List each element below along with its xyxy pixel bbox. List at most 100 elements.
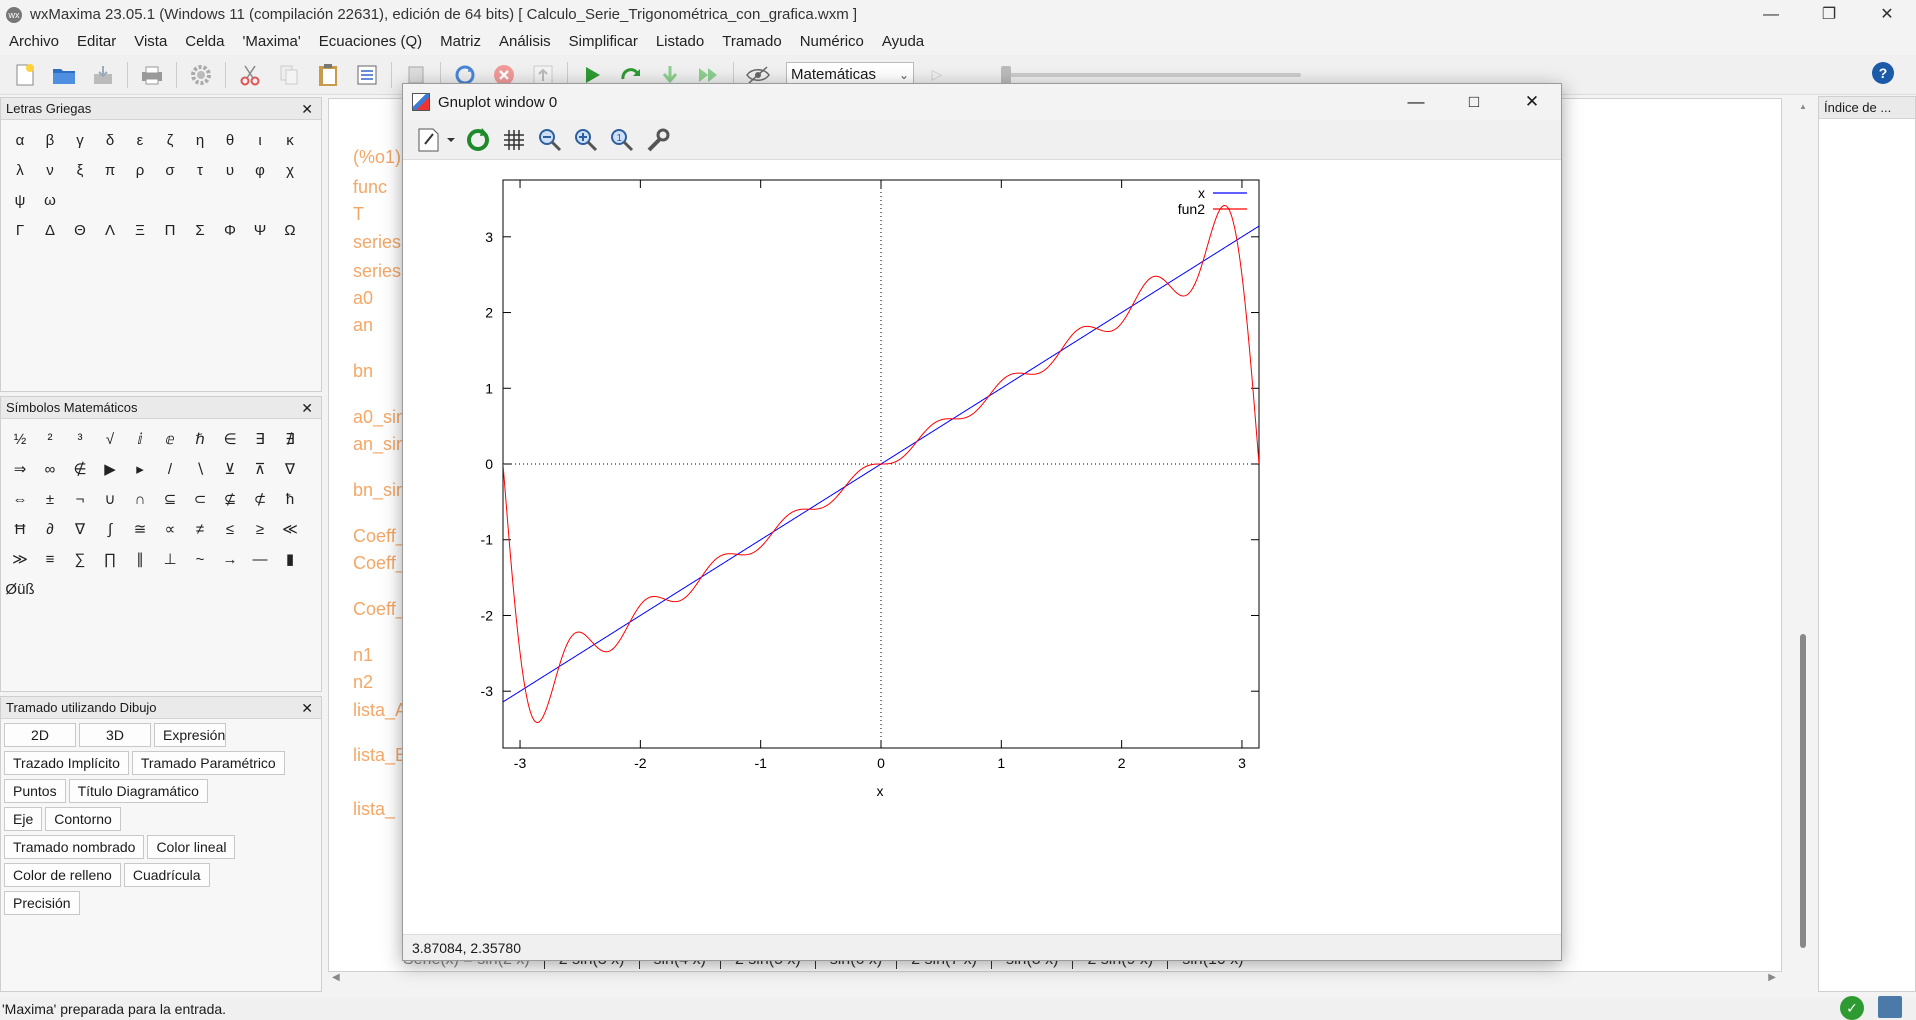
worksheet-line[interactable]: Coeff_ bbox=[353, 526, 406, 546]
greek-symbol-button[interactable]: Γ bbox=[15, 222, 25, 239]
greek-symbol-button[interactable]: ν bbox=[46, 162, 54, 179]
math-symbol-button[interactable]: ∪ bbox=[104, 491, 116, 508]
configure-wrench-icon[interactable] bbox=[643, 125, 673, 155]
math-symbol-button[interactable]: ½ bbox=[13, 431, 27, 448]
help-icon[interactable]: ? bbox=[1872, 62, 1894, 84]
slider-thumb[interactable] bbox=[1001, 65, 1011, 84]
greek-symbol-button[interactable]: ρ bbox=[135, 162, 145, 179]
math-symbol-button[interactable]: Øüß bbox=[5, 581, 35, 598]
greek-symbol-button[interactable]: λ bbox=[16, 162, 24, 179]
math-symbol-button[interactable]: ⊻ bbox=[224, 461, 236, 478]
plot-option-button[interactable]: Trazado Implícito bbox=[4, 751, 129, 775]
math-symbol-button[interactable]: ⊂ bbox=[193, 491, 207, 508]
math-symbol-button[interactable]: ³ bbox=[77, 431, 83, 448]
worksheet-line[interactable]: func bbox=[353, 177, 388, 197]
zoom-out-icon[interactable] bbox=[535, 125, 565, 155]
close-button[interactable]: ✕ bbox=[1880, 6, 1894, 23]
greek-symbol-button[interactable]: α bbox=[15, 132, 25, 149]
math-symbol-button[interactable]: ∏ bbox=[103, 551, 117, 568]
menu-vista[interactable]: Vista bbox=[134, 33, 168, 50]
greek-symbol-button[interactable]: σ bbox=[165, 162, 175, 179]
hide-code-icon[interactable] bbox=[743, 60, 773, 90]
save-icon[interactable] bbox=[88, 60, 118, 90]
step-over-icon[interactable] bbox=[616, 60, 646, 90]
paste-icon[interactable] bbox=[313, 60, 343, 90]
worksheet-line[interactable]: a0_sin bbox=[353, 407, 407, 427]
math-symbol-button[interactable]: ⅈ bbox=[137, 431, 143, 448]
greek-symbol-button[interactable]: κ bbox=[286, 132, 294, 149]
menu-maxima[interactable]: 'Maxima' bbox=[242, 33, 301, 50]
text-cell-icon[interactable] bbox=[401, 60, 431, 90]
gnuplot-window[interactable]: Gnuplot window 0 — □ ✕ 1 -3 -2 -1 0 1 2 3 -3 -2 -… bbox=[402, 83, 1562, 961]
animation-slider[interactable] bbox=[1001, 65, 1301, 84]
math-symbol-button[interactable]: → bbox=[222, 551, 238, 568]
greek-symbol-button[interactable]: ψ bbox=[14, 192, 26, 209]
math-symbol-button[interactable]: ≪ bbox=[282, 521, 298, 538]
math-symbol-button[interactable]: ℏ bbox=[195, 431, 205, 448]
export-menu-icon[interactable] bbox=[413, 125, 457, 155]
math-symbol-button[interactable]: ⊈ bbox=[223, 491, 237, 508]
scroll-left-icon[interactable]: ◀ bbox=[332, 972, 340, 983]
math-symbol-button[interactable]: ≠ bbox=[195, 521, 205, 538]
math-symbol-button[interactable]: ≥ bbox=[255, 521, 265, 538]
greek-symbol-button[interactable]: τ bbox=[197, 162, 203, 179]
worksheet-line[interactable]: a0 bbox=[353, 288, 374, 308]
math-symbol-button[interactable]: ≫ bbox=[12, 551, 28, 568]
greek-symbol-button[interactable]: Σ bbox=[195, 222, 205, 239]
menu-archivo[interactable]: Archivo bbox=[9, 33, 60, 50]
up-arrow-icon[interactable] bbox=[528, 60, 558, 90]
math-symbol-button[interactable]: ∩ bbox=[134, 491, 146, 508]
math-symbol-button[interactable]: ▮ bbox=[285, 551, 295, 568]
print-icon[interactable] bbox=[137, 60, 167, 90]
play-animation-icon[interactable]: ▷ bbox=[931, 66, 943, 82]
worksheet-line[interactable]: lista_ bbox=[353, 799, 396, 819]
worksheet-line[interactable]: lista_A bbox=[353, 700, 408, 720]
worksheet-horizontal-scrollbar[interactable]: ◀ ▶ bbox=[330, 972, 1780, 986]
greek-symbol-button[interactable]: ω bbox=[44, 192, 56, 209]
math-symbol-button[interactable]: — bbox=[252, 551, 268, 568]
math-symbol-button[interactable]: ± bbox=[45, 491, 55, 508]
worksheet-line[interactable]: bn_sin bbox=[353, 480, 407, 500]
worksheet-line[interactable]: bn bbox=[353, 361, 374, 381]
refresh-icon[interactable] bbox=[450, 60, 480, 90]
open-folder-icon[interactable] bbox=[49, 60, 79, 90]
plot-option-button[interactable]: Puntos bbox=[4, 779, 66, 803]
greek-symbol-button[interactable]: Λ bbox=[104, 222, 116, 239]
gnuplot-close-button[interactable]: ✕ bbox=[1524, 92, 1540, 111]
copy-icon[interactable] bbox=[274, 60, 304, 90]
menu-editar[interactable]: Editar bbox=[77, 33, 117, 50]
worksheet-line[interactable]: Coeff_ bbox=[353, 553, 406, 573]
math-symbol-button[interactable]: ▸ bbox=[136, 461, 144, 478]
worksheet-line[interactable]: series bbox=[353, 232, 402, 252]
math-symbol-button[interactable]: / bbox=[167, 461, 173, 478]
menu-analisis[interactable]: Análisis bbox=[498, 33, 551, 50]
restore-button[interactable]: ❐ bbox=[1821, 6, 1837, 23]
replot-icon[interactable] bbox=[463, 125, 493, 155]
gnuplot-title-bar[interactable]: Gnuplot window 0 — □ ✕ bbox=[403, 84, 1561, 120]
plot-option-button[interactable]: Contorno bbox=[45, 807, 121, 831]
menu-celda[interactable]: Celda bbox=[185, 33, 225, 50]
worksheet-line[interactable]: n2 bbox=[353, 672, 374, 692]
plot-option-button[interactable]: Título Diagramático bbox=[68, 779, 208, 803]
worksheet-line[interactable]: (%o1) bbox=[353, 147, 402, 167]
math-symbol-button[interactable]: ∄ bbox=[285, 431, 295, 448]
grid-icon[interactable] bbox=[499, 125, 529, 155]
math-symbol-button[interactable]: ∑ bbox=[74, 551, 86, 568]
math-symbol-button[interactable]: ∝ bbox=[164, 521, 176, 538]
math-symbol-button[interactable]: ∥ bbox=[136, 551, 144, 568]
math-symbol-button[interactable]: ⇒ bbox=[13, 461, 27, 478]
worksheet-line[interactable]: series bbox=[353, 261, 402, 281]
greek-symbol-button[interactable]: Δ bbox=[44, 222, 56, 239]
plot-option-button[interactable]: Tramado nombrado bbox=[4, 835, 145, 859]
math-symbol-button[interactable]: ∈ bbox=[223, 431, 237, 448]
math-symbol-button[interactable]: ⊄ bbox=[253, 491, 267, 508]
greek-symbol-button[interactable]: θ bbox=[225, 132, 235, 149]
math-symbol-button[interactable]: ~ bbox=[195, 551, 205, 568]
zoom-in-icon[interactable] bbox=[571, 125, 601, 155]
play-icon[interactable] bbox=[577, 60, 607, 90]
minimize-button[interactable]: — bbox=[1763, 6, 1779, 23]
math-symbol-button[interactable]: ⇔ bbox=[12, 491, 28, 508]
close-icon[interactable]: ✕ bbox=[301, 400, 313, 416]
menu-ayuda[interactable]: Ayuda bbox=[881, 33, 925, 50]
